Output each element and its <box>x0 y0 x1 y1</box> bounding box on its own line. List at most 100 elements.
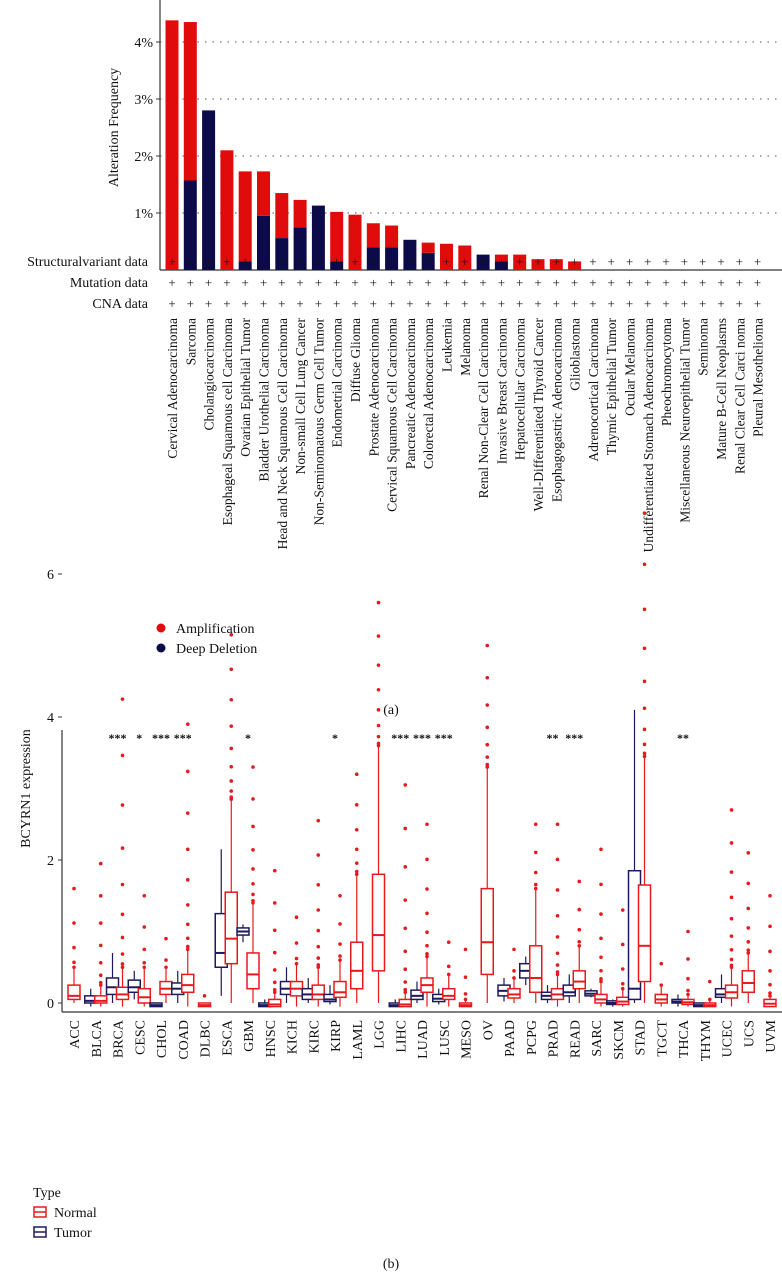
outlier-point <box>229 795 234 799</box>
outlier-point <box>120 846 125 850</box>
bar-deep-deletion <box>275 238 289 270</box>
outlier-point <box>729 841 734 845</box>
outlier-point <box>555 857 560 862</box>
outlier-point <box>642 646 647 651</box>
outlier-point <box>376 723 381 728</box>
row-mark: + <box>754 275 761 290</box>
outlier-point <box>229 632 234 637</box>
row-mark: + <box>608 275 615 290</box>
x-tick-label: Bladder Urothelial Carcinoma <box>257 318 272 481</box>
outlier-point <box>485 755 490 759</box>
outlier-point <box>403 926 408 931</box>
outlier-point <box>533 870 538 875</box>
outlier-point <box>746 948 751 952</box>
row-label: Mutation data <box>70 276 149 291</box>
outlier-point <box>768 982 772 987</box>
outlier-point <box>376 687 381 692</box>
row-mark: + <box>406 296 413 311</box>
outlier-point <box>376 708 381 712</box>
outlier-point <box>294 956 299 961</box>
significance-label: *** <box>413 731 431 745</box>
row-mark: + <box>388 275 395 290</box>
bar-deep-deletion <box>293 227 307 270</box>
outlier-point <box>425 887 429 891</box>
row-mark: + <box>370 254 377 269</box>
y-tick-label: 2 <box>47 854 54 869</box>
outlier-point <box>446 964 451 969</box>
x-tick-label: UVM <box>764 1019 779 1052</box>
x-tick-label: PCPG <box>525 1020 540 1055</box>
outlier-point <box>185 722 190 726</box>
row-mark: + <box>333 296 340 311</box>
outlier-point <box>729 934 734 938</box>
x-tick-label: Mature B-Cell Neoplasms <box>714 318 729 460</box>
x-tick-label: SARC <box>590 1020 605 1057</box>
bar-amplification <box>348 214 362 270</box>
normal-box <box>371 873 386 972</box>
outlier-point <box>120 935 125 940</box>
outlier-point <box>251 867 255 871</box>
outlier-point <box>142 960 147 965</box>
row-mark: + <box>608 254 615 269</box>
row-mark: + <box>296 254 303 269</box>
outlier-point <box>485 762 490 767</box>
row-mark: + <box>388 254 395 269</box>
bar-deep-deletion <box>330 261 344 270</box>
outlier-point <box>446 940 451 945</box>
x-tick-label: Endometrial Carcinoma <box>330 318 345 447</box>
row-mark: + <box>443 275 450 290</box>
normal-box <box>224 891 238 965</box>
significance-label: * <box>245 731 251 745</box>
bar-deep-deletion <box>385 247 399 270</box>
row-mark: + <box>425 296 432 311</box>
outlier-point <box>72 886 76 891</box>
row-mark: + <box>516 275 523 290</box>
normal-box <box>94 995 108 1004</box>
outlier-point <box>642 754 647 759</box>
bar-amplification <box>421 242 435 253</box>
row-mark: + <box>315 254 322 269</box>
outlier-point <box>463 947 468 952</box>
outlier-point <box>98 983 103 987</box>
outlier-point <box>294 915 299 919</box>
outlier-point <box>98 921 103 925</box>
outlier-point <box>403 980 408 984</box>
outlier-point <box>642 511 647 516</box>
x-tick-label: Non-small Cell Lung Cancer <box>293 318 308 475</box>
row-mark: + <box>461 296 468 311</box>
x-tick-label: Melanoma <box>458 318 473 376</box>
outlier-point <box>272 928 277 933</box>
x-tick-label: CHOL <box>155 1020 170 1058</box>
row-mark: + <box>168 275 175 290</box>
outlier-point <box>403 990 408 995</box>
outlier-point <box>120 912 125 917</box>
outlier-point <box>577 879 582 884</box>
outlier-point <box>142 965 147 970</box>
x-tick-label: COAD <box>177 1020 192 1060</box>
row-mark: + <box>736 254 743 269</box>
row-mark: + <box>242 275 249 290</box>
outlier-point <box>316 853 321 857</box>
outlier-point <box>272 980 277 985</box>
bar-amplification <box>513 254 527 270</box>
normal-box <box>398 998 412 1008</box>
outlier-point <box>403 865 408 869</box>
significance-label: *** <box>152 731 170 745</box>
outlier-point <box>403 783 408 787</box>
bar-amplification <box>183 22 197 181</box>
outlier-point <box>354 869 359 874</box>
row-mark: + <box>516 254 523 269</box>
row-mark: + <box>553 254 560 269</box>
x-tick-label: SKCM <box>612 1019 627 1059</box>
row-mark: + <box>168 296 175 311</box>
normal-box <box>507 987 521 999</box>
row-mark: + <box>370 296 377 311</box>
outlier-point <box>338 958 342 962</box>
outlier-point <box>599 968 603 973</box>
outlier-point <box>354 847 359 852</box>
x-tick-label: Sarcoma <box>183 318 198 365</box>
outlier-point <box>403 826 408 831</box>
outlier-point <box>485 675 490 680</box>
row-mark: + <box>351 275 358 290</box>
